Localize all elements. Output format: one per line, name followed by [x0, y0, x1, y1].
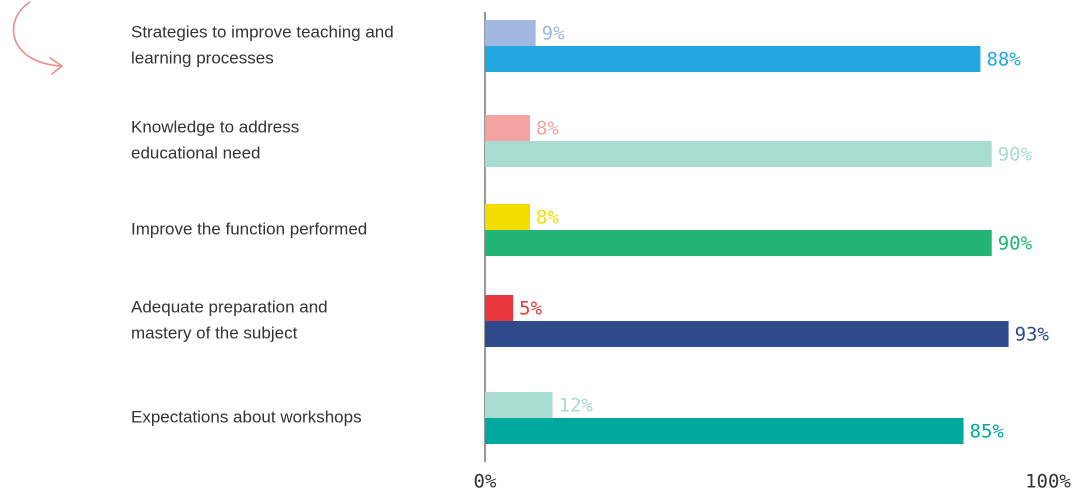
bar — [485, 392, 553, 418]
value-label: 8% — [536, 118, 559, 140]
category-label: Expectations about workshops — [131, 407, 362, 426]
value-label: 90% — [998, 144, 1033, 166]
category-label: Strategies to improve teaching and — [131, 22, 394, 41]
category-label: Knowledge to address — [131, 117, 299, 136]
value-label: 93% — [1015, 324, 1050, 346]
bar — [485, 141, 992, 167]
value-label: 88% — [986, 49, 1021, 71]
bar — [485, 418, 964, 444]
bar — [485, 46, 981, 72]
bar — [485, 115, 531, 141]
decor-arrow — [12, 1, 64, 75]
bar — [485, 321, 1009, 347]
value-label: 85% — [970, 421, 1005, 443]
bar — [485, 20, 536, 46]
category-label: Improve the function performed — [131, 219, 367, 238]
bar — [485, 230, 992, 256]
category-label: Adequate preparation and — [131, 297, 328, 316]
x-tick-label: 0% — [474, 471, 497, 493]
bar — [485, 204, 531, 230]
x-tick-label: 100% — [1025, 471, 1071, 493]
category-label: educational need — [131, 143, 261, 162]
category-label: learning processes — [131, 48, 274, 67]
value-label: 9% — [542, 23, 565, 45]
value-label: 5% — [519, 298, 542, 320]
value-label: 8% — [536, 207, 559, 229]
value-label: 12% — [559, 395, 594, 417]
category-label: mastery of the subject — [131, 323, 298, 342]
value-label: 90% — [998, 233, 1033, 255]
bar — [485, 295, 514, 321]
